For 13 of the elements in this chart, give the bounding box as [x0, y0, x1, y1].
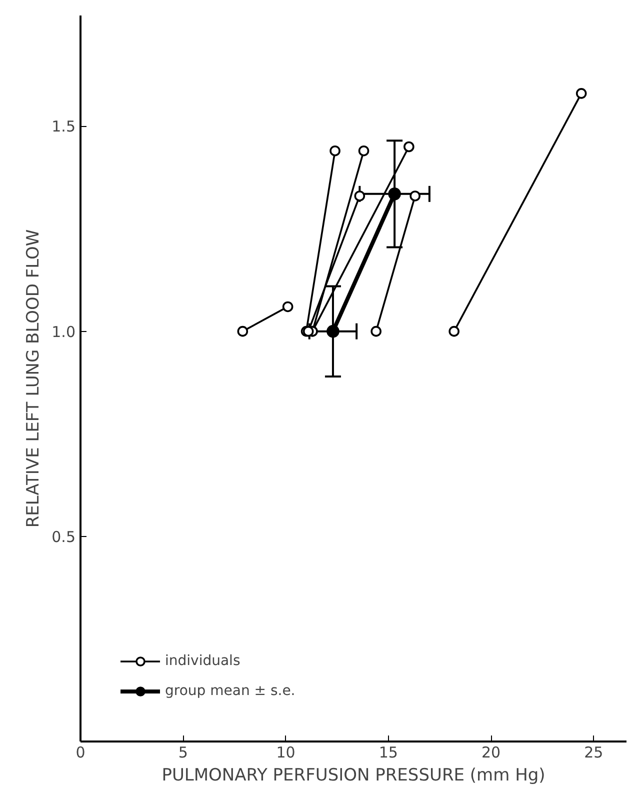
legend-label: individuals: [165, 653, 240, 669]
x-axis-title: PULMONARY PERFUSION PRESSURE (mm Hg): [162, 766, 546, 786]
y-tick-label: 1.5: [52, 118, 76, 136]
x-tick-label: 10: [276, 744, 296, 762]
x-tick-label: 25: [584, 744, 604, 762]
y-axis-title: RELATIVE LEFT LUNG BLOOD FLOW: [24, 229, 44, 528]
x-tick-label: 0: [76, 744, 86, 762]
x-tick-label: 15: [378, 744, 398, 762]
x-tick-label: 20: [481, 744, 501, 762]
x-tick-label: 5: [178, 744, 188, 762]
legend-label: group mean ± s.e.: [165, 683, 296, 699]
y-tick-label: 1.0: [52, 322, 76, 341]
y-tick-label: 0.5: [52, 528, 76, 546]
